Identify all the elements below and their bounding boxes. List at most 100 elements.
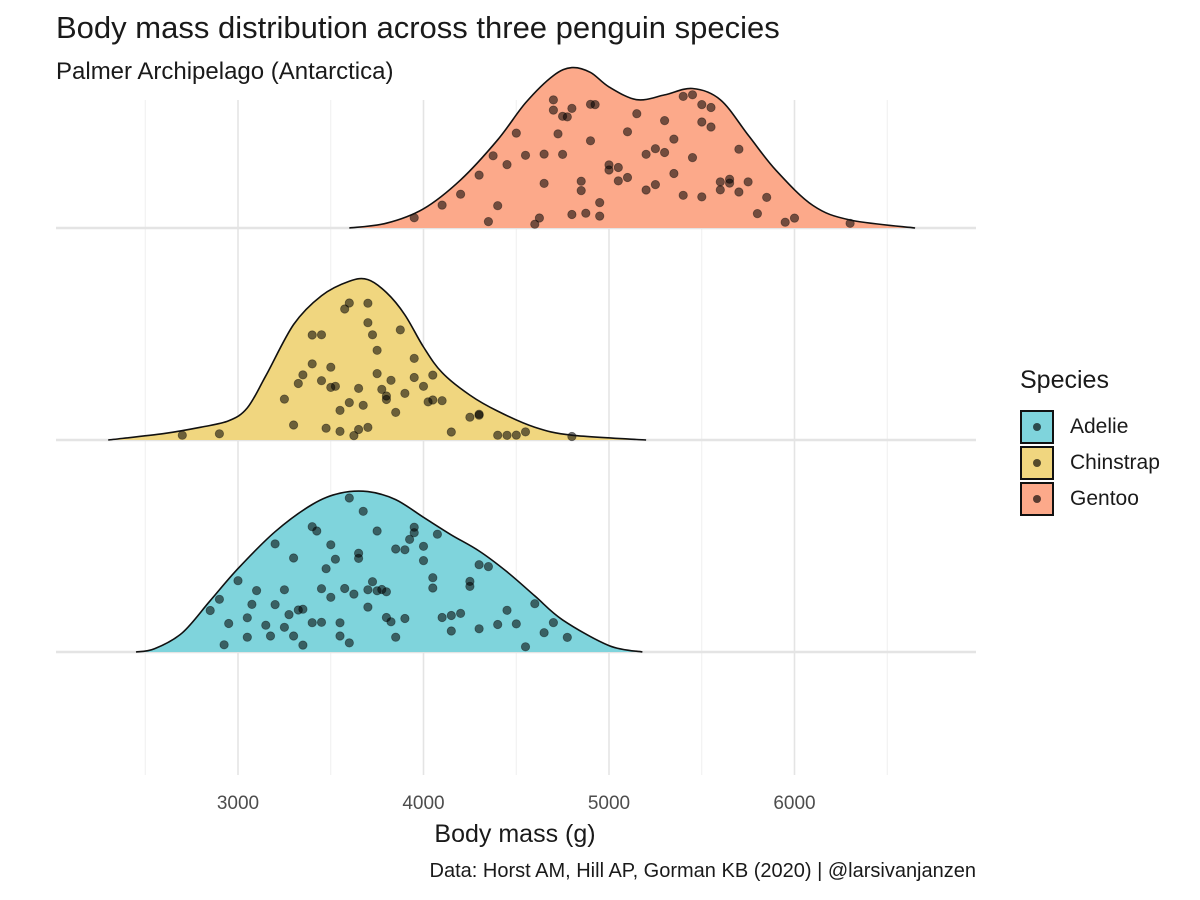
data-point-gentoo bbox=[530, 219, 540, 229]
data-point-adelie bbox=[530, 599, 540, 609]
data-point-gentoo bbox=[697, 100, 707, 110]
data-point-gentoo bbox=[548, 95, 559, 105]
data-point-gentoo bbox=[743, 177, 753, 187]
ridge-outline-gentoo bbox=[349, 66, 916, 229]
data-point-adelie bbox=[349, 589, 359, 599]
data-point-adelie bbox=[270, 599, 280, 610]
data-point-gentoo bbox=[622, 127, 633, 137]
x-tick-label: 6000 bbox=[773, 793, 815, 814]
legend-point-icon bbox=[1033, 495, 1041, 503]
data-point-adelie bbox=[233, 576, 243, 586]
data-point-chinstrap bbox=[326, 362, 336, 372]
data-point-adelie bbox=[367, 577, 378, 587]
data-point-gentoo bbox=[604, 165, 614, 175]
data-point-chinstrap bbox=[409, 372, 419, 383]
data-point-chinstrap bbox=[372, 368, 382, 379]
x-tick-label: 5000 bbox=[588, 793, 630, 814]
data-point-adelie bbox=[270, 539, 280, 549]
data-point-gentoo bbox=[511, 128, 521, 138]
data-point-chinstrap bbox=[358, 400, 368, 410]
data-point-adelie bbox=[437, 612, 447, 623]
data-point-chinstrap bbox=[377, 384, 387, 394]
data-point-gentoo bbox=[557, 149, 568, 159]
data-point-gentoo bbox=[576, 186, 586, 196]
data-point-chinstrap bbox=[316, 376, 327, 386]
legend-key-gentoo bbox=[1020, 482, 1054, 516]
chart-subtitle: Palmer Archipelago (Antarctica) bbox=[56, 58, 394, 85]
data-point-gentoo bbox=[520, 150, 531, 160]
data-point-adelie bbox=[562, 632, 572, 643]
data-point-adelie bbox=[386, 617, 396, 627]
data-point-chinstrap bbox=[344, 298, 354, 308]
ridge-fill-gentoo bbox=[349, 67, 916, 228]
data-point-gentoo bbox=[669, 134, 679, 144]
data-point-chinstrap bbox=[400, 388, 410, 398]
data-point-adelie bbox=[400, 613, 410, 624]
data-point-adelie bbox=[298, 640, 308, 650]
density-ridges bbox=[108, 66, 916, 653]
x-axis-ticks: 3000 4000 5000 6000 bbox=[217, 793, 816, 814]
data-point-chinstrap bbox=[349, 430, 359, 441]
data-point-chinstrap bbox=[298, 370, 308, 380]
data-point-chinstrap bbox=[428, 395, 438, 405]
ridge-outline-adelie bbox=[135, 490, 643, 653]
data-point-gentoo bbox=[687, 153, 698, 163]
data-point-chinstrap bbox=[372, 345, 382, 355]
data-point-gentoo bbox=[613, 162, 623, 173]
data-point-chinstrap bbox=[340, 304, 350, 314]
data-point-chinstrap bbox=[307, 359, 317, 369]
legend-item-adelie: Adelie bbox=[1020, 409, 1160, 445]
data-point-adelie bbox=[307, 618, 317, 628]
data-point-gentoo bbox=[734, 144, 744, 154]
data-point-adelie bbox=[363, 585, 373, 595]
data-point-chinstrap bbox=[428, 370, 438, 380]
data-point-gentoo bbox=[724, 178, 735, 188]
data-point-gentoo bbox=[789, 213, 800, 223]
data-point-adelie bbox=[205, 605, 215, 616]
data-point-chinstrap bbox=[367, 330, 378, 340]
data-point-adelie bbox=[391, 544, 401, 554]
data-point-adelie bbox=[483, 561, 493, 572]
data-point-adelie bbox=[321, 564, 331, 574]
data-point-chinstrap bbox=[437, 396, 447, 406]
chart-title: Body mass distribution across three peng… bbox=[56, 10, 780, 45]
data-point-gentoo bbox=[687, 90, 698, 100]
legend-label-chinstrap: Chinstrap bbox=[1070, 451, 1160, 474]
data-point-gentoo bbox=[706, 122, 716, 132]
data-point-adelie bbox=[493, 619, 503, 630]
data-point-adelie bbox=[288, 553, 299, 563]
data-point-adelie bbox=[224, 618, 234, 629]
data-point-adelie bbox=[219, 640, 229, 650]
data-point-gentoo bbox=[752, 209, 763, 219]
data-point-adelie bbox=[428, 573, 438, 583]
data-point-gentoo bbox=[581, 208, 591, 218]
data-point-chinstrap bbox=[493, 430, 503, 440]
data-point-gentoo bbox=[488, 151, 498, 161]
data-point-adelie bbox=[316, 584, 327, 594]
data-point-gentoo bbox=[641, 149, 651, 159]
data-point-adelie bbox=[432, 529, 442, 539]
data-point-adelie bbox=[298, 604, 308, 614]
data-point-gentoo bbox=[780, 217, 790, 227]
data-point-adelie bbox=[284, 609, 294, 620]
legend-label-gentoo: Gentoo bbox=[1070, 487, 1139, 510]
data-point-chinstrap bbox=[353, 383, 364, 393]
data-point-gentoo bbox=[534, 213, 545, 223]
ridge-outline-chinstrap bbox=[108, 277, 647, 441]
legend-item-gentoo: Gentoo bbox=[1020, 481, 1160, 517]
data-point-adelie bbox=[279, 585, 289, 595]
data-point-gentoo bbox=[632, 109, 642, 119]
legend: Species Adelie Chinstrap Gentoo bbox=[1020, 366, 1160, 517]
data-point-chinstrap bbox=[363, 422, 373, 432]
data-point-adelie bbox=[474, 624, 484, 634]
data-point-gentoo bbox=[669, 168, 679, 179]
legend-key-adelie bbox=[1020, 410, 1054, 444]
data-point-adelie bbox=[279, 622, 289, 632]
legend-title: Species bbox=[1020, 366, 1109, 394]
data-point-adelie bbox=[428, 583, 438, 593]
data-point-gentoo bbox=[762, 192, 772, 202]
data-point-adelie bbox=[261, 620, 271, 630]
data-point-gentoo bbox=[539, 149, 549, 159]
data-point-adelie bbox=[353, 553, 364, 564]
